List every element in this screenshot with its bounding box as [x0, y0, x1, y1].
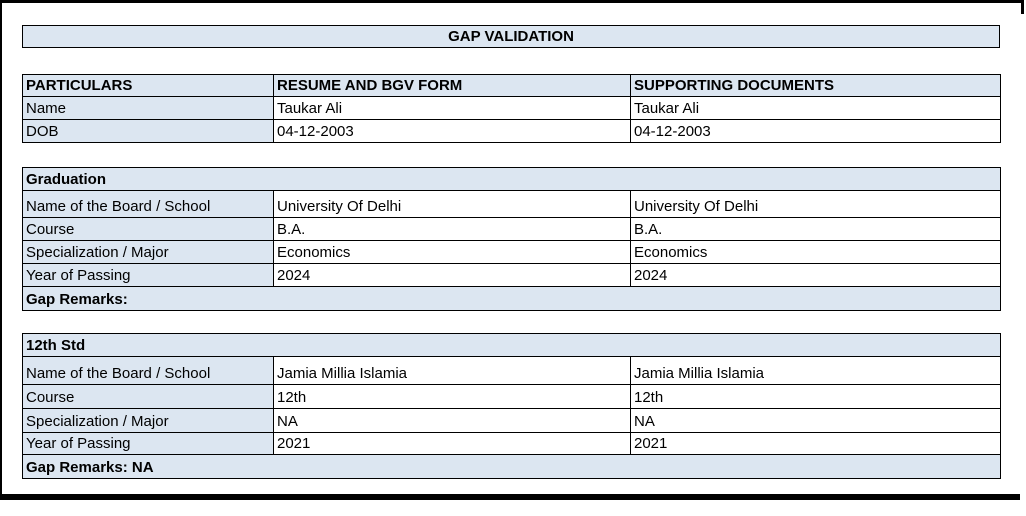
table-row: Year of Passing 2021 2021	[22, 432, 1001, 455]
resume-bgv-value: Jamia Millia Islamia	[273, 356, 631, 385]
column-header-particulars: PARTICULARS	[22, 74, 274, 97]
row-label: Course	[22, 217, 274, 241]
row-label: DOB	[22, 119, 274, 143]
section-heading-row: 12th Std	[22, 333, 1001, 357]
comparison-table: PARTICULARS RESUME AND BGV FORM SUPPORTI…	[22, 74, 1001, 143]
row-label: Specialization / Major	[22, 408, 274, 433]
document-frame-bottom-border	[0, 494, 1020, 500]
document-frame-right-border	[1021, 0, 1024, 14]
gap-remarks: Gap Remarks: NA	[22, 454, 1001, 479]
gap-remarks-row: Gap Remarks:	[21, 286, 1002, 311]
supporting-doc-value: Jamia Millia Islamia	[630, 356, 1001, 385]
resume-bgv-value: Taukar Ali	[273, 96, 631, 120]
table-row: Year of Passing 2024 2024	[22, 263, 1002, 287]
gap-remarks-row: Gap Remarks: NA	[22, 454, 1001, 479]
row-label: Year of Passing	[22, 263, 274, 287]
resume-bgv-value: 2021	[273, 432, 631, 455]
supporting-doc-value: NA	[630, 408, 1001, 433]
table-row: Name of the Board / School Jamia Millia …	[22, 356, 1001, 385]
column-header-resume-bgv: RESUME AND BGV FORM	[273, 74, 631, 97]
supporting-doc-value: 2021	[630, 432, 1001, 455]
column-header-supporting-docs: SUPPORTING DOCUMENTS	[630, 74, 1001, 97]
supporting-doc-value: 12th	[630, 384, 1001, 409]
table-row: Course 12th 12th	[22, 384, 1001, 409]
table-row: Course B.A. B.A.	[22, 217, 1002, 241]
table-row: Specialization / Major Economics Economi…	[22, 240, 1002, 264]
resume-bgv-value: University Of Delhi	[273, 190, 631, 218]
table-row: DOB 04-12-2003 04-12-2003	[22, 119, 1001, 143]
row-label: Name	[22, 96, 274, 120]
row-label: Course	[22, 384, 274, 409]
supporting-doc-value: B.A.	[629, 217, 1002, 241]
document-frame-left-border	[0, 0, 2, 497]
table-row: Name of the Board / School University Of…	[22, 190, 1002, 218]
supporting-doc-value: Taukar Ali	[630, 96, 1001, 120]
supporting-doc-value: 2024	[629, 263, 1002, 287]
twelfth-std-table: 12th Std Name of the Board / School Jami…	[22, 333, 1001, 479]
row-label: Name of the Board / School	[22, 190, 274, 218]
section-heading: 12th Std	[22, 333, 1001, 357]
row-label: Year of Passing	[22, 432, 274, 455]
row-label: Specialization / Major	[22, 240, 274, 264]
document-frame-top-border	[0, 0, 1024, 3]
supporting-doc-value: 04-12-2003	[630, 119, 1001, 143]
gap-remarks: Gap Remarks:	[21, 286, 1002, 311]
resume-bgv-value: NA	[273, 408, 631, 433]
row-label: Name of the Board / School	[22, 356, 274, 385]
section-heading-row: Graduation	[21, 167, 1002, 191]
table-header-row: PARTICULARS RESUME AND BGV FORM SUPPORTI…	[22, 74, 1001, 97]
supporting-doc-value: University Of Delhi	[629, 190, 1002, 218]
table-row: Name Taukar Ali Taukar Ali	[22, 96, 1001, 120]
table-row: Specialization / Major NA NA	[22, 408, 1001, 433]
graduation-table: Graduation Name of the Board / School Un…	[21, 167, 1002, 311]
document-body: GAP VALIDATION PARTICULARS RESUME AND BG…	[21, 0, 1002, 479]
resume-bgv-value: Economics	[273, 240, 631, 264]
resume-bgv-value: 2024	[273, 263, 631, 287]
section-heading: Graduation	[21, 167, 1002, 191]
resume-bgv-value: 12th	[273, 384, 631, 409]
document-title: GAP VALIDATION	[22, 25, 1000, 48]
resume-bgv-value: 04-12-2003	[273, 119, 631, 143]
supporting-doc-value: Economics	[629, 240, 1002, 264]
resume-bgv-value: B.A.	[273, 217, 631, 241]
